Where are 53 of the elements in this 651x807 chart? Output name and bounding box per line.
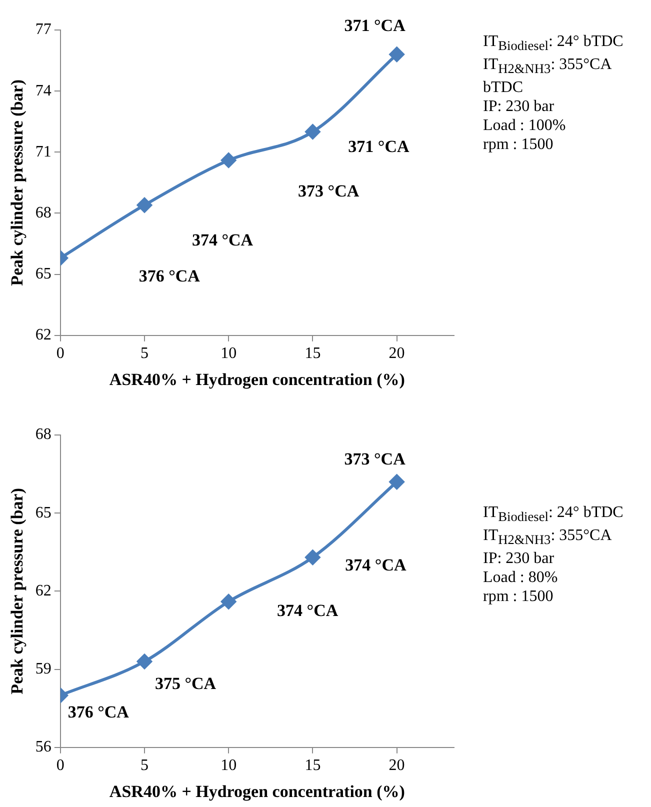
x-tick-label: 10: [220, 757, 237, 774]
x-tick-label: 10: [220, 345, 237, 362]
text: rpm : 1500: [483, 135, 554, 154]
text: Load : 100%: [483, 116, 567, 136]
annotation: 371 °CA: [344, 16, 406, 35]
point: [221, 152, 236, 168]
y-tick-label: 56: [35, 738, 52, 756]
text: IP: 230 bar: [483, 549, 556, 568]
y-tick-label: 68: [35, 426, 52, 444]
annotation: 374 °CA: [345, 556, 407, 575]
x-tick-label: 5: [140, 345, 149, 362]
text: Load : 80%: [483, 568, 559, 588]
annotation: 375 °CA: [154, 674, 217, 693]
annotation: 376 °CA: [68, 702, 130, 722]
point: [137, 198, 152, 213]
text: IT$_{H2&NH3}$: 355°CA: [483, 526, 613, 550]
point: [137, 654, 152, 669]
x-tick-label: 15: [304, 345, 321, 362]
x-tick-label: 0: [56, 345, 64, 362]
y-tick-label: 62: [35, 326, 52, 344]
point: [389, 474, 404, 490]
y-axis-title: Peak cylinder pressure (bar): [8, 488, 27, 694]
point: [305, 124, 320, 140]
y-tick-label: 68: [35, 204, 52, 222]
text: IT$_{Biodiesel}$: 24° bTDC: [483, 503, 624, 526]
text: IP: 230 bar: [483, 97, 556, 116]
y-tick-label: 71: [35, 143, 52, 160]
text: IT$_{H2&NH3}$: 355°CA bTDC: [483, 56, 611, 96]
x-tick-label: 0: [56, 757, 64, 774]
text: IT$_{Biodiesel}$: 24° bTDC: [483, 32, 624, 56]
x-tick-label: 15: [304, 757, 321, 774]
text: rpm : 1500: [483, 587, 554, 606]
x-axis-title: ASR40% + Hydrogen concentration (%): [109, 782, 405, 802]
y-tick-label: 59: [35, 660, 52, 678]
point: [221, 594, 236, 610]
y-tick-label: 62: [35, 582, 52, 600]
point: [305, 550, 320, 565]
annotation: 373 °CA: [298, 182, 360, 201]
x-tick-label: 20: [388, 757, 405, 774]
annotation: 374 °CA: [192, 230, 254, 250]
annotation: 374 °CA: [277, 601, 339, 620]
y-tick-label: 65: [35, 504, 52, 522]
y-tick-label: 77: [35, 21, 52, 38]
annotation: 371 °CA: [348, 137, 410, 156]
y-tick-label: 65: [35, 266, 52, 283]
x-tick-label: 5: [140, 757, 149, 774]
y-axis-title: Peak cylinder pressure (bar): [8, 80, 27, 286]
x-axis-title: ASR40% + Hydrogen concentration (%): [109, 370, 405, 390]
annotation: 373 °CA: [344, 449, 406, 468]
x-tick-label: 20: [388, 345, 405, 362]
point: [389, 46, 404, 62]
y-tick-label: 74: [35, 82, 52, 100]
annotation: 376 °CA: [138, 266, 201, 286]
